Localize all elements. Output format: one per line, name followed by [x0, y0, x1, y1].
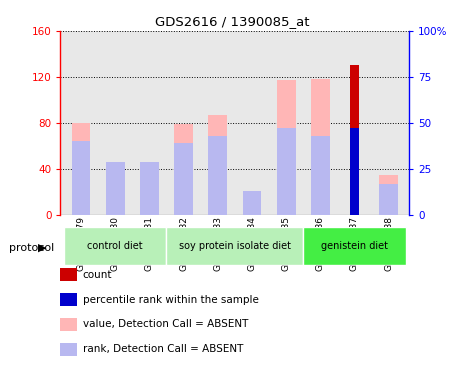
- Bar: [106, 164, 125, 215]
- Text: value, Detection Call = ABSENT: value, Detection Call = ABSENT: [83, 319, 248, 329]
- Bar: [277, 128, 296, 215]
- Bar: [72, 123, 90, 215]
- Text: rank, Detection Call = ABSENT: rank, Detection Call = ABSENT: [83, 344, 243, 354]
- FancyBboxPatch shape: [64, 227, 166, 265]
- FancyBboxPatch shape: [303, 227, 406, 265]
- Bar: [350, 65, 359, 215]
- Bar: [243, 191, 261, 215]
- Bar: [277, 80, 296, 215]
- Bar: [106, 162, 125, 215]
- Bar: [140, 167, 159, 215]
- Text: genistein diet: genistein diet: [321, 241, 388, 251]
- Bar: [311, 79, 330, 215]
- Text: soy protein isolate diet: soy protein isolate diet: [179, 241, 291, 251]
- Text: GDS2616 / 1390085_at: GDS2616 / 1390085_at: [155, 15, 310, 28]
- Text: control diet: control diet: [87, 241, 143, 251]
- Bar: [72, 141, 90, 215]
- Bar: [208, 115, 227, 215]
- Bar: [208, 136, 227, 215]
- Text: ▶: ▶: [38, 243, 46, 253]
- Bar: [174, 124, 193, 215]
- Text: percentile rank within the sample: percentile rank within the sample: [83, 295, 259, 305]
- Bar: [379, 175, 398, 215]
- Text: count: count: [83, 270, 112, 280]
- Bar: [311, 136, 330, 215]
- Bar: [379, 184, 398, 215]
- Bar: [350, 128, 359, 215]
- FancyBboxPatch shape: [166, 227, 303, 265]
- Bar: [174, 143, 193, 215]
- Text: protocol: protocol: [9, 243, 54, 253]
- Bar: [140, 162, 159, 215]
- Bar: [243, 200, 261, 215]
